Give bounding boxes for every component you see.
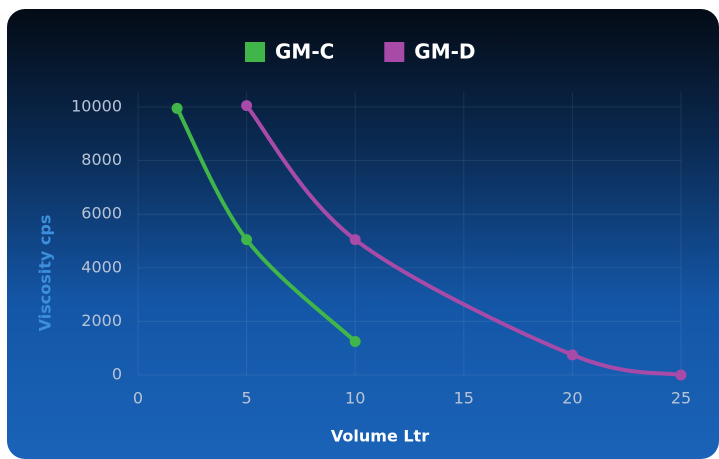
legend-label: GM-D — [414, 40, 475, 64]
series-line — [244, 103, 683, 377]
data-point — [241, 100, 253, 112]
data-point — [349, 336, 361, 347]
y-tick-label: 2000 — [81, 311, 122, 330]
x-tick-label: 5 — [242, 389, 252, 408]
y-tick-label: 8000 — [81, 150, 122, 169]
y-tick-label: 6000 — [81, 204, 122, 223]
data-point — [241, 234, 253, 246]
x-tick-label: 25 — [671, 389, 691, 408]
x-tick-label: 0 — [133, 389, 143, 408]
data-point — [566, 349, 578, 361]
x-axis-label: Volume Ltr — [331, 427, 429, 446]
data-point — [349, 234, 361, 246]
y-tick-label: 4000 — [81, 257, 122, 276]
y-tick-label: 10000 — [71, 97, 122, 116]
y-axis-label: Viscosity cps — [36, 215, 55, 332]
legend-swatch — [245, 42, 265, 62]
y-tick-label: 0 — [112, 365, 122, 384]
x-tick-label: 20 — [562, 389, 582, 408]
legend-label: GM-C — [275, 40, 334, 64]
data-point — [675, 369, 687, 381]
legend-swatch — [384, 42, 405, 62]
x-tick-label: 10 — [345, 389, 365, 408]
x-tick-label: 15 — [454, 389, 474, 408]
data-point — [171, 102, 183, 114]
